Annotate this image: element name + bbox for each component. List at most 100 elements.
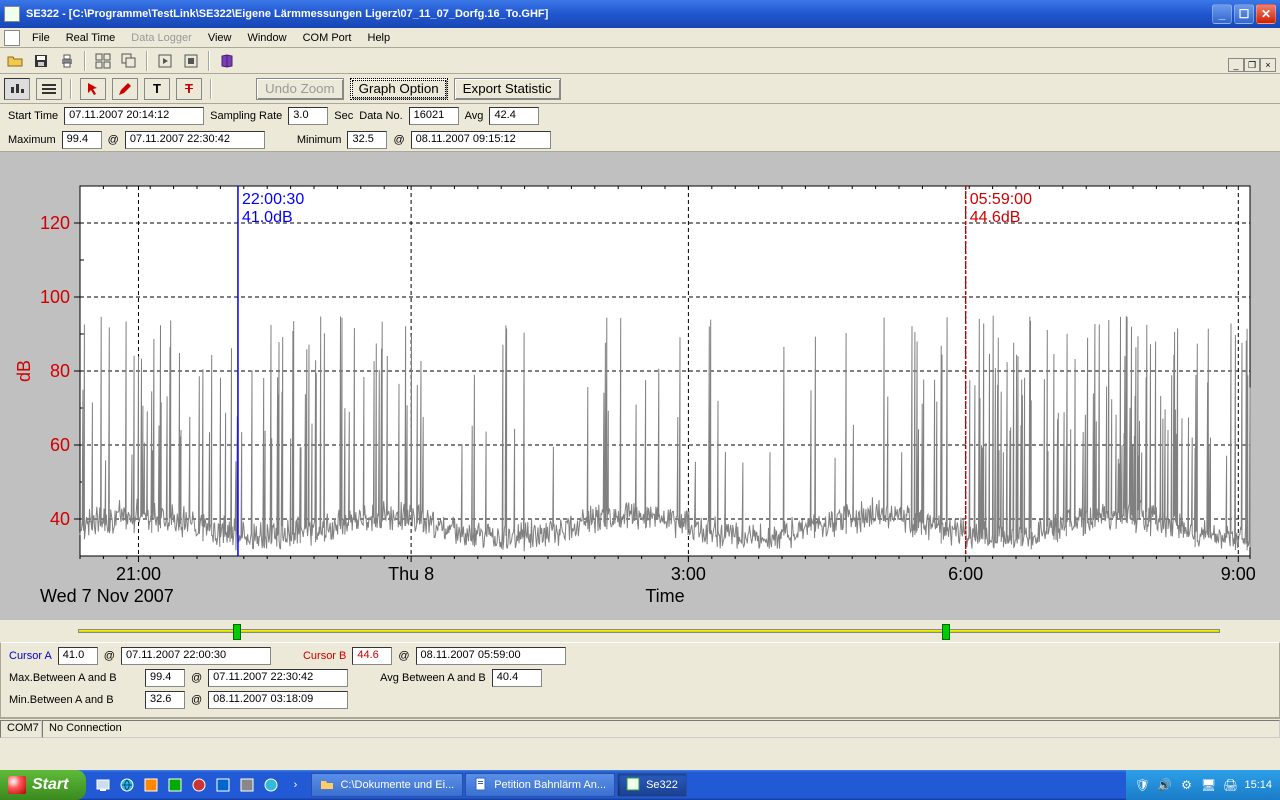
max-time-field[interactable]: 07.11.2007 22:30:42 — [125, 131, 265, 149]
ql-desktop-icon[interactable] — [92, 774, 114, 796]
play-button[interactable] — [154, 50, 176, 72]
ql-app1-icon[interactable] — [140, 774, 162, 796]
avg-between-val[interactable]: 40.4 — [492, 669, 542, 687]
min-between-label: Min.Between A and B — [9, 694, 139, 706]
tray-icon-3[interactable]: ⚙ — [1178, 777, 1194, 793]
cursor-b-label: Cursor B — [303, 650, 346, 662]
folder-icon — [320, 777, 334, 794]
min-field[interactable]: 32.5 — [347, 131, 387, 149]
start-button[interactable]: Start — [0, 770, 86, 800]
svg-text:6:00: 6:00 — [948, 564, 983, 584]
systray: 🛡 🔊 ⚙ 🖥 🖨 15:14 — [1126, 770, 1280, 800]
task-petition-bahnl-rm-an[interactable]: Petition Bahnlärm An... — [465, 773, 615, 797]
menu-window[interactable]: Window — [239, 30, 294, 46]
cursor-b-val[interactable]: 44.6 — [352, 647, 392, 665]
menu-real-time[interactable]: Real Time — [58, 30, 124, 46]
maximize-button[interactable]: ☐ — [1234, 4, 1254, 24]
max-field[interactable]: 99.4 — [62, 131, 102, 149]
cursor-a-time[interactable]: 07.11.2007 22:00:30 — [121, 647, 271, 665]
stop-button[interactable] — [180, 50, 202, 72]
menu-com-port[interactable]: COM Port — [295, 30, 360, 46]
task-se322[interactable]: Se322 — [617, 773, 687, 797]
sampling-rate-label: Sampling Rate — [210, 110, 282, 122]
mode-btn-2[interactable] — [36, 78, 62, 100]
menubar: FileReal TimeData LoggerViewWindowCOM Po… — [0, 28, 1280, 48]
min-between-time[interactable]: 08.11.2007 03:18:09 — [208, 691, 348, 709]
open-button[interactable] — [4, 50, 26, 72]
svg-text:80: 80 — [50, 361, 70, 381]
avg-field[interactable]: 42.4 — [489, 107, 539, 125]
minimize-button[interactable]: _ — [1212, 4, 1232, 24]
data-no-field[interactable]: 16021 — [409, 107, 459, 125]
menu-help[interactable]: Help — [360, 30, 399, 46]
menu-view[interactable]: View — [200, 30, 240, 46]
ql-expand-icon[interactable]: › — [284, 774, 306, 796]
quick-launch: › — [92, 774, 306, 796]
ql-ie2-icon[interactable] — [260, 774, 282, 796]
slider-handle-a[interactable] — [233, 624, 241, 640]
task-label: Se322 — [646, 779, 678, 791]
titlebar: SE322 - [C:\Programme\TestLink\SE322\Eig… — [0, 0, 1280, 28]
tool-text-del[interactable]: T — [176, 78, 202, 100]
avg-label: Avg — [465, 110, 484, 122]
start-time-field[interactable]: 07.11.2007 20:14:12 — [64, 107, 204, 125]
ql-app5-icon[interactable] — [236, 774, 258, 796]
chart-zone: 40608010012021:00Thu 83:006:009:00dBTime… — [0, 152, 1280, 620]
tray-icon-2[interactable]: 🔊 — [1156, 777, 1172, 793]
db-chart[interactable]: 40608010012021:00Thu 83:006:009:00dBTime… — [10, 166, 1270, 616]
status-conn: No Connection — [42, 720, 1280, 738]
export-statistic-button[interactable]: Export Statistic — [454, 78, 561, 100]
start-time-label: Start Time — [8, 110, 58, 122]
slider-handle-b[interactable] — [942, 624, 950, 640]
toolbar-icons — [0, 48, 1280, 74]
min-time-field[interactable]: 08.11.2007 09:15:12 — [411, 131, 551, 149]
statusbar: COM7 No Connection — [0, 718, 1280, 738]
mdi-minimize[interactable]: _ — [1228, 58, 1244, 72]
tray-icon-1[interactable]: 🛡 — [1134, 777, 1150, 793]
max-label: Maximum — [8, 134, 56, 146]
undo-zoom-button[interactable]: Undo Zoom — [256, 78, 344, 100]
save-button[interactable] — [30, 50, 52, 72]
ql-app4-icon[interactable] — [212, 774, 234, 796]
sampling-rate-field[interactable]: 3.0 — [288, 107, 328, 125]
tray-clock[interactable]: 15:14 — [1244, 779, 1272, 791]
svg-text:9:00: 9:00 — [1221, 564, 1256, 584]
windows-logo-icon — [8, 776, 26, 794]
svg-text:Thu 8: Thu 8 — [388, 564, 434, 584]
ql-ie-icon[interactable] — [116, 774, 138, 796]
task-c-dokumente-und-ei-[interactable]: C:\Dokumente und Ei... — [311, 773, 463, 797]
close-button[interactable]: ✕ — [1256, 4, 1276, 24]
tool-text[interactable]: T — [144, 78, 170, 100]
min-between-val[interactable]: 32.6 — [145, 691, 185, 709]
cascade-button[interactable] — [118, 50, 140, 72]
at: @ — [191, 694, 202, 706]
tool-arrow[interactable] — [80, 78, 106, 100]
at: @ — [104, 650, 115, 662]
ql-app3-icon[interactable] — [188, 774, 210, 796]
cursor-a-val[interactable]: 41.0 — [58, 647, 98, 665]
help-button[interactable] — [216, 50, 238, 72]
svg-text:60: 60 — [50, 435, 70, 455]
svg-text:Time: Time — [645, 586, 684, 606]
tile-button[interactable] — [92, 50, 114, 72]
cursor-slider[interactable] — [0, 620, 1280, 642]
svg-text:40: 40 — [50, 509, 70, 529]
task-label: Petition Bahnlärm An... — [494, 779, 606, 791]
sampling-rate-unit: Sec — [334, 110, 353, 122]
mode-btn-1[interactable] — [4, 78, 30, 100]
ql-app2-icon[interactable] — [164, 774, 186, 796]
task-label: C:\Dokumente und Ei... — [340, 779, 454, 791]
tool-pen[interactable] — [112, 78, 138, 100]
print-button[interactable] — [56, 50, 78, 72]
max-between-val[interactable]: 99.4 — [145, 669, 185, 687]
svg-text:44.6dB: 44.6dB — [970, 209, 1021, 226]
tray-icon-5[interactable]: 🖨 — [1222, 777, 1238, 793]
taskbar: Start › C:\Dokumente und Ei... Petition B… — [0, 770, 1280, 800]
mdi-close[interactable]: × — [1260, 58, 1276, 72]
mdi-restore[interactable]: ❐ — [1244, 58, 1260, 72]
graph-option-button[interactable]: Graph Option — [350, 78, 448, 100]
tray-icon-4[interactable]: 🖥 — [1200, 777, 1216, 793]
cursor-b-time[interactable]: 08.11.2007 05:59:00 — [416, 647, 566, 665]
menu-file[interactable]: File — [24, 30, 58, 46]
max-between-time[interactable]: 07.11.2007 22:30:42 — [208, 669, 348, 687]
